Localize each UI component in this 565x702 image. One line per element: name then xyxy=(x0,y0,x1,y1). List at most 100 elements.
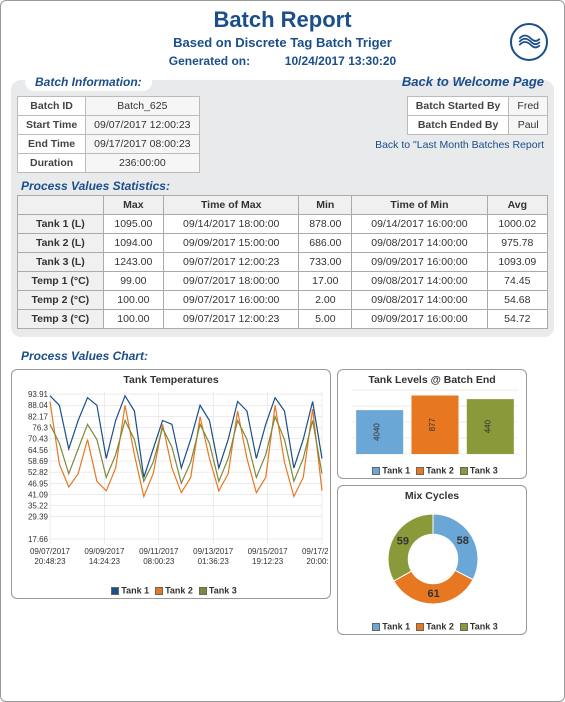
batch-info-section: Batch Information: Back to Welcome Page … xyxy=(11,80,554,337)
svg-text:09/11/2017: 09/11/2017 xyxy=(139,547,179,556)
stats-row-name: Tank 1 (L) xyxy=(18,215,104,234)
stats-row-name: Temp 1 (°C) xyxy=(18,272,104,291)
pie-chart-legend: Tank 1Tank 2Tank 3 xyxy=(342,621,522,632)
line-chart-svg: 17.6629.3935.2241.0946.9552.8258.6964.56… xyxy=(16,388,328,578)
bar-chart-title: Tank Levels @ Batch End xyxy=(342,374,522,386)
info-value: Paul xyxy=(509,116,548,135)
stats-cell: 09/08/2017 14:00:00 xyxy=(352,234,487,253)
svg-text:59: 59 xyxy=(397,535,409,547)
stats-cell: 2.00 xyxy=(299,291,352,310)
svg-text:88.04: 88.04 xyxy=(28,401,49,410)
svg-text:17.66: 17.66 xyxy=(28,535,49,544)
pie-chart-box: Mix Cycles 58 61 59 Tank 1Tank 2Tank 3 xyxy=(337,485,527,635)
info-value: Batch_625 xyxy=(86,97,199,116)
info-label: Batch Ended By xyxy=(407,116,509,135)
stats-row-name: Tank 3 (L) xyxy=(18,253,104,272)
svg-text:20:48:23: 20:48:23 xyxy=(34,557,66,566)
stats-cell: 54.68 xyxy=(487,291,547,310)
info-value: 09/17/2017 08:00:23 xyxy=(86,135,199,154)
line-chart-box: Tank Temperatures 17.6629.3935.2241.0946… xyxy=(11,369,331,599)
stats-row-name: Tank 2 (L) xyxy=(18,234,104,253)
stats-cell: 09/14/2017 18:00:00 xyxy=(164,215,299,234)
charts-title: Process Values Chart: xyxy=(11,347,158,365)
svg-text:14:24:23: 14:24:23 xyxy=(89,557,121,566)
stats-cell: 1093.09 xyxy=(487,253,547,272)
bar-chart-box: Tank Levels @ Batch End 4040 877 440 Tank … xyxy=(337,369,527,479)
info-value: 236:00:00 xyxy=(86,154,199,173)
stats-title: Process Values Statistics: xyxy=(21,179,548,193)
svg-text:4040: 4040 xyxy=(373,423,382,441)
stats-row-name: Temp 2 (°C) xyxy=(18,291,104,310)
generated-label: Generated on: xyxy=(169,54,250,68)
stats-header xyxy=(18,196,104,215)
stats-cell: 09/09/2017 16:00:00 xyxy=(352,310,487,329)
svg-text:29.39: 29.39 xyxy=(28,513,49,522)
report-header: Batch Report Based on Discrete Tag Batch… xyxy=(1,1,564,72)
batch-info-title: Batch Information: xyxy=(25,73,152,91)
stats-cell: 1243.00 xyxy=(103,253,163,272)
report-page: Batch Report Based on Discrete Tag Batch… xyxy=(0,0,565,702)
pie-chart-svg: 58 61 59 xyxy=(342,504,524,614)
stats-header: Max xyxy=(103,196,163,215)
pie-chart-title: Mix Cycles xyxy=(342,490,522,502)
stats-cell: 09/07/2017 12:00:23 xyxy=(164,253,299,272)
bar-chart-legend: Tank 1Tank 2Tank 3 xyxy=(342,465,522,476)
svg-text:877: 877 xyxy=(428,418,437,432)
generated-line: Generated on: 10/24/2017 13:30:20 xyxy=(1,54,564,68)
charts-section: Process Values Chart: Tank Temperatures … xyxy=(11,347,554,635)
info-label: End Time xyxy=(18,135,86,154)
last-month-link[interactable]: Back to "Last Month Batches Report xyxy=(375,139,544,151)
stats-cell: 1095.00 xyxy=(103,215,163,234)
stats-cell: 74.45 xyxy=(487,272,547,291)
svg-text:09/07/2017: 09/07/2017 xyxy=(30,547,71,556)
stats-header: Time of Max xyxy=(164,196,299,215)
svg-text:70.43: 70.43 xyxy=(28,435,49,444)
svg-text:20:00:23: 20:00:23 xyxy=(306,557,328,566)
logo-icon xyxy=(510,23,548,61)
stats-cell: 09/07/2017 16:00:00 xyxy=(164,291,299,310)
info-value: Fred xyxy=(509,97,548,116)
svg-text:64.56: 64.56 xyxy=(28,446,49,455)
stats-cell: 09/09/2017 15:00:00 xyxy=(164,234,299,253)
svg-text:61: 61 xyxy=(427,588,439,600)
stats-table: MaxTime of MaxMinTime of MinAvgTank 1 (L… xyxy=(17,195,548,329)
stats-header: Time of Min xyxy=(352,196,487,215)
svg-text:09/17/2017: 09/17/2017 xyxy=(302,547,328,556)
page-title: Batch Report xyxy=(1,7,564,33)
info-label: Batch ID xyxy=(18,97,86,116)
stats-cell: 17.00 xyxy=(299,272,352,291)
svg-text:58.69: 58.69 xyxy=(28,457,49,466)
line-chart-legend: Tank 1Tank 2Tank 3 xyxy=(16,585,326,596)
svg-text:82.17: 82.17 xyxy=(28,412,49,421)
svg-text:58: 58 xyxy=(457,535,469,547)
svg-text:08:00:23: 08:00:23 xyxy=(143,557,175,566)
svg-text:46.95: 46.95 xyxy=(28,479,49,488)
generated-value: 10/24/2017 13:30:20 xyxy=(285,54,396,68)
stats-cell: 1094.00 xyxy=(103,234,163,253)
page-subtitle: Based on Discrete Tag Batch Triger xyxy=(1,35,564,50)
stats-header: Min xyxy=(299,196,352,215)
stats-cell: 1000.02 xyxy=(487,215,547,234)
batch-info-right-table: Batch Started ByFredBatch Ended ByPaul xyxy=(407,96,548,135)
line-chart-title: Tank Temperatures xyxy=(16,374,326,386)
stats-row-name: Temp 3 (°C) xyxy=(18,310,104,329)
stats-cell: 09/08/2017 14:00:00 xyxy=(352,291,487,310)
stats-cell: 5.00 xyxy=(299,310,352,329)
bar-chart-svg: 4040 877 440 xyxy=(342,388,524,458)
stats-cell: 09/07/2017 12:00:23 xyxy=(164,310,299,329)
stats-cell: 09/14/2017 16:00:00 xyxy=(352,215,487,234)
svg-text:09/09/2017: 09/09/2017 xyxy=(84,547,125,556)
stats-cell: 54.72 xyxy=(487,310,547,329)
svg-text:76.3: 76.3 xyxy=(32,424,48,433)
svg-text:93.91: 93.91 xyxy=(28,390,49,399)
svg-text:52.82: 52.82 xyxy=(28,468,49,477)
info-label: Start Time xyxy=(18,116,86,135)
back-welcome-link[interactable]: Back to Welcome Page xyxy=(402,74,544,89)
stats-cell: 686.00 xyxy=(299,234,352,253)
svg-text:01:36:23: 01:36:23 xyxy=(198,557,230,566)
svg-text:09/13/2017: 09/13/2017 xyxy=(193,547,234,556)
svg-text:440: 440 xyxy=(483,419,492,433)
svg-text:09/15/2017: 09/15/2017 xyxy=(248,547,289,556)
stats-cell: 09/08/2017 14:00:00 xyxy=(352,272,487,291)
svg-text:19:12:23: 19:12:23 xyxy=(252,557,284,566)
